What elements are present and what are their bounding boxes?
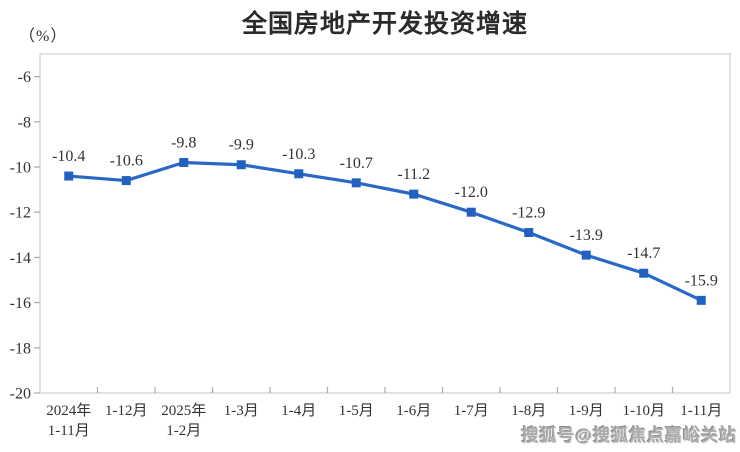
y-tick-label: -8 [18,114,31,131]
x-tick-label: 1-12月 [105,403,148,419]
data-point-marker [236,160,246,170]
x-tick-label: 1-9月 [569,403,604,419]
y-tick-label: -18 [10,340,31,357]
data-point-label: -11.2 [397,166,430,183]
data-point-label: -15.9 [685,272,718,289]
x-tick-label: 1-4月 [281,403,316,419]
data-point-marker [294,169,304,179]
x-tick-label: 1-2月 [166,423,201,439]
plot-border [39,53,731,394]
data-point-marker [524,228,534,238]
data-point-marker [179,157,189,167]
y-tick-label: -16 [10,295,31,312]
data-point-label: -9.9 [229,137,254,154]
x-tick-label: 1-3月 [224,403,259,419]
x-tick-label: 1-8月 [511,403,546,419]
data-point-label: -12.9 [512,205,545,222]
data-point-marker [64,171,74,181]
y-tick-label: -10 [10,160,31,177]
y-tick-label: -12 [10,205,31,222]
data-point-marker [351,178,361,188]
data-point-marker [466,207,476,217]
data-point-marker [639,268,649,278]
x-tick-label: 1-11月 [48,423,90,439]
x-tick-label: 1-10月 [623,403,666,419]
y-tick-label: -14 [10,250,31,267]
data-point-marker [121,176,131,186]
data-point-label: -10.7 [340,155,373,172]
x-tick-label: 1-6月 [396,403,431,419]
data-line [67,160,703,302]
data-point-label: -10.6 [110,153,143,170]
data-point-label: -13.9 [570,227,603,244]
x-tick-label: 1-5月 [339,403,374,419]
data-point-marker [581,250,591,260]
y-tick-label: -6 [18,69,31,86]
x-tick-label: 1-7月 [454,403,489,419]
y-axis-unit-label: （%） [19,28,68,45]
data-point-label: -10.3 [282,146,315,163]
x-tick-label: 1-11月 [680,403,722,419]
data-point-label: -12.0 [455,184,488,201]
data-point-label: -10.4 [52,148,85,165]
data-point-marker [696,295,706,305]
chart-title: 全国房地产开发投资增速 [241,10,528,38]
x-tick-label: 2024年 [46,402,91,419]
data-point-marker [409,189,419,199]
data-point-label: -9.8 [171,134,196,151]
watermark-text: 搜狐号@搜狐焦点嘉峪关站 [521,426,737,445]
data-point-label: -14.7 [627,245,660,262]
y-tick-label: -20 [10,386,31,403]
x-tick-label: 2025年 [161,402,206,419]
